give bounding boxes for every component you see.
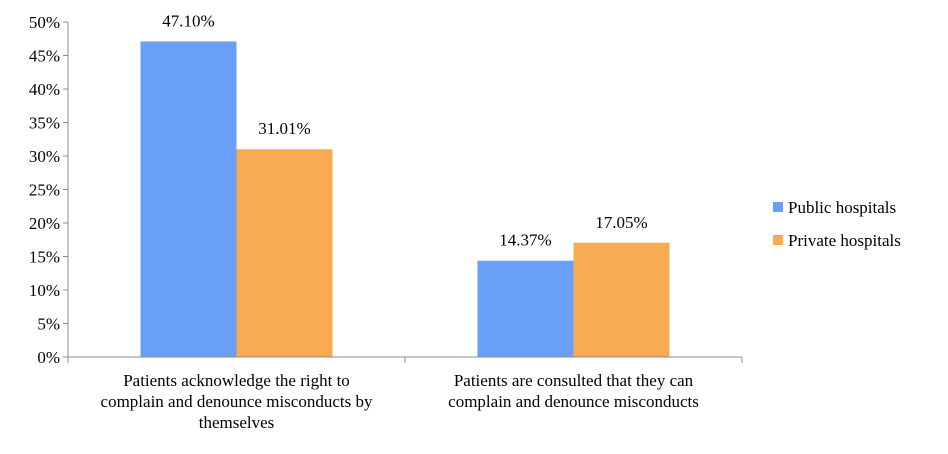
- y-tick-label: 50%: [29, 13, 60, 32]
- y-tick-label: 10%: [29, 281, 60, 300]
- bar: [477, 260, 574, 357]
- y-tick-label: 0%: [37, 348, 60, 367]
- legend-swatch: [773, 235, 783, 245]
- category-label-line: Patients acknowledge the right to: [123, 371, 350, 390]
- category-label: Patients acknowledge the right to complai…: [101, 371, 373, 432]
- data-label: 17.05%: [595, 213, 647, 232]
- category-label-line: complain and denounce misconducts by: [101, 392, 373, 411]
- category-label: Patients are consulted that they can comp…: [448, 371, 699, 411]
- category-label-line: themselves: [199, 413, 275, 432]
- legend-swatch: [773, 202, 783, 212]
- bar: [236, 149, 333, 357]
- y-axis: 0% 5% 10% 15% 20% 25% 30% 35% 40% 45% 50%: [29, 13, 69, 367]
- y-tick-label: 5%: [37, 315, 60, 334]
- legend-label: Private hospitals: [788, 231, 901, 250]
- y-tick-label: 30%: [29, 147, 60, 166]
- y-tick-label: 45%: [29, 47, 60, 66]
- category-label-line: complain and denounce misconducts: [448, 392, 699, 411]
- legend-label: Public hospitals: [788, 198, 896, 217]
- data-label: 31.01%: [258, 119, 310, 138]
- y-tick-label: 35%: [29, 114, 60, 133]
- data-label: 14.37%: [499, 231, 551, 250]
- x-axis: Patients acknowledge the right to complai…: [67, 356, 743, 432]
- y-tick-label: 20%: [29, 214, 60, 233]
- data-label: 47.10%: [162, 11, 214, 30]
- bar: [573, 242, 670, 357]
- bar: [140, 41, 237, 358]
- legend: Public hospitals Private hospitals: [773, 198, 901, 250]
- y-tick-label: 40%: [29, 80, 60, 99]
- category-label-line: Patients are consulted that they can: [454, 371, 694, 390]
- bars: 47.10% 31.01% 14.37% 17.05%: [140, 11, 670, 358]
- y-tick-label: 25%: [29, 181, 60, 200]
- y-tick-label: 15%: [29, 248, 60, 267]
